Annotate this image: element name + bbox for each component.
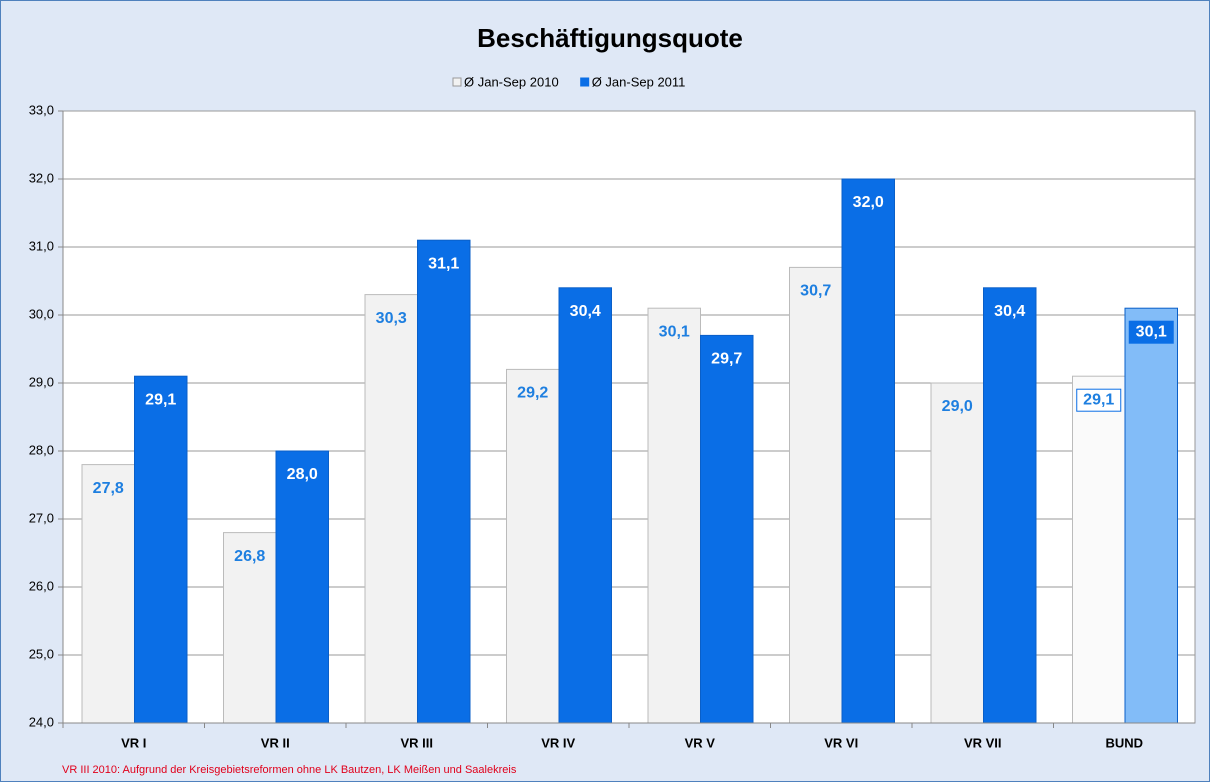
bar (223, 532, 277, 724)
bar (700, 334, 754, 724)
bar (930, 382, 984, 724)
chart-title: Beschäftigungsquote (477, 23, 743, 53)
value-label: 29,1 (1083, 391, 1114, 408)
value-label: 26,8 (234, 548, 265, 565)
y-tick-label: 33,0 (29, 102, 54, 117)
value-label: 31,1 (428, 255, 459, 272)
y-tick-label: 24,0 (29, 714, 54, 729)
bar (789, 266, 843, 724)
value-label: 30,7 (800, 283, 831, 300)
y-tick-label: 31,0 (29, 238, 54, 253)
y-tick-label: 32,0 (29, 170, 54, 185)
legend-label: Ø Jan-Sep 2010 (464, 74, 559, 89)
value-label: 30,1 (1136, 323, 1167, 340)
legend-swatch (452, 77, 462, 87)
value-label-box (1076, 388, 1122, 412)
bar (647, 307, 701, 724)
value-label: 28,0 (287, 466, 318, 483)
value-label: 32,0 (853, 194, 884, 211)
y-tick-label: 27,0 (29, 510, 54, 525)
value-label: 30,1 (659, 323, 690, 340)
bar (506, 368, 560, 724)
y-tick-label: 30,0 (29, 306, 54, 321)
y-tick-label: 26,0 (29, 578, 54, 593)
x-tick-label: VR VI (824, 735, 858, 750)
bar (275, 450, 329, 724)
value-label: 30,3 (376, 310, 407, 327)
value-label: 29,1 (145, 391, 176, 408)
value-label: 30,4 (994, 303, 1025, 320)
bar (1124, 307, 1178, 724)
value-label: 29,7 (711, 351, 742, 368)
bar (841, 178, 895, 724)
bar (81, 464, 135, 724)
value-label: 30,4 (570, 303, 601, 320)
legend-swatch (580, 77, 590, 87)
y-tick-label: 28,0 (29, 442, 54, 457)
x-tick-label: VR I (121, 735, 146, 750)
x-tick-label: BUND (1105, 735, 1143, 750)
bar (134, 375, 188, 724)
bar (983, 287, 1037, 724)
value-label: 27,8 (93, 480, 124, 497)
x-tick-label: VR III (400, 735, 433, 750)
bar (417, 239, 471, 724)
y-tick-label: 29,0 (29, 374, 54, 389)
footnote: VR III 2010: Aufgrund der Kreisgebietsre… (62, 764, 517, 776)
value-label: 29,2 (517, 385, 548, 402)
x-tick-label: VR V (685, 735, 716, 750)
value-label: 29,0 (942, 398, 973, 415)
value-label-box (1128, 320, 1174, 344)
legend-label: Ø Jan-Sep 2011 (592, 74, 686, 89)
y-tick-label: 25,0 (29, 646, 54, 661)
bar (1072, 375, 1126, 724)
x-tick-label: VR II (261, 735, 290, 750)
x-tick-label: VR IV (541, 735, 575, 750)
bar (558, 287, 612, 724)
bar (364, 294, 418, 724)
x-tick-label: VR VII (964, 735, 1002, 750)
